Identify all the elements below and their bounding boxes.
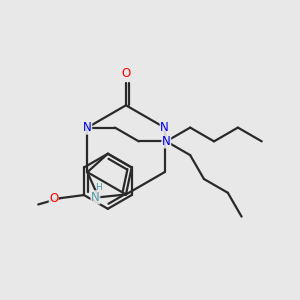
Text: O: O — [49, 192, 58, 205]
Text: N: N — [91, 191, 100, 204]
Text: N: N — [83, 121, 92, 134]
Text: H: H — [95, 183, 102, 192]
Text: N: N — [162, 135, 171, 148]
Text: N: N — [160, 121, 169, 134]
Text: O: O — [121, 67, 130, 80]
